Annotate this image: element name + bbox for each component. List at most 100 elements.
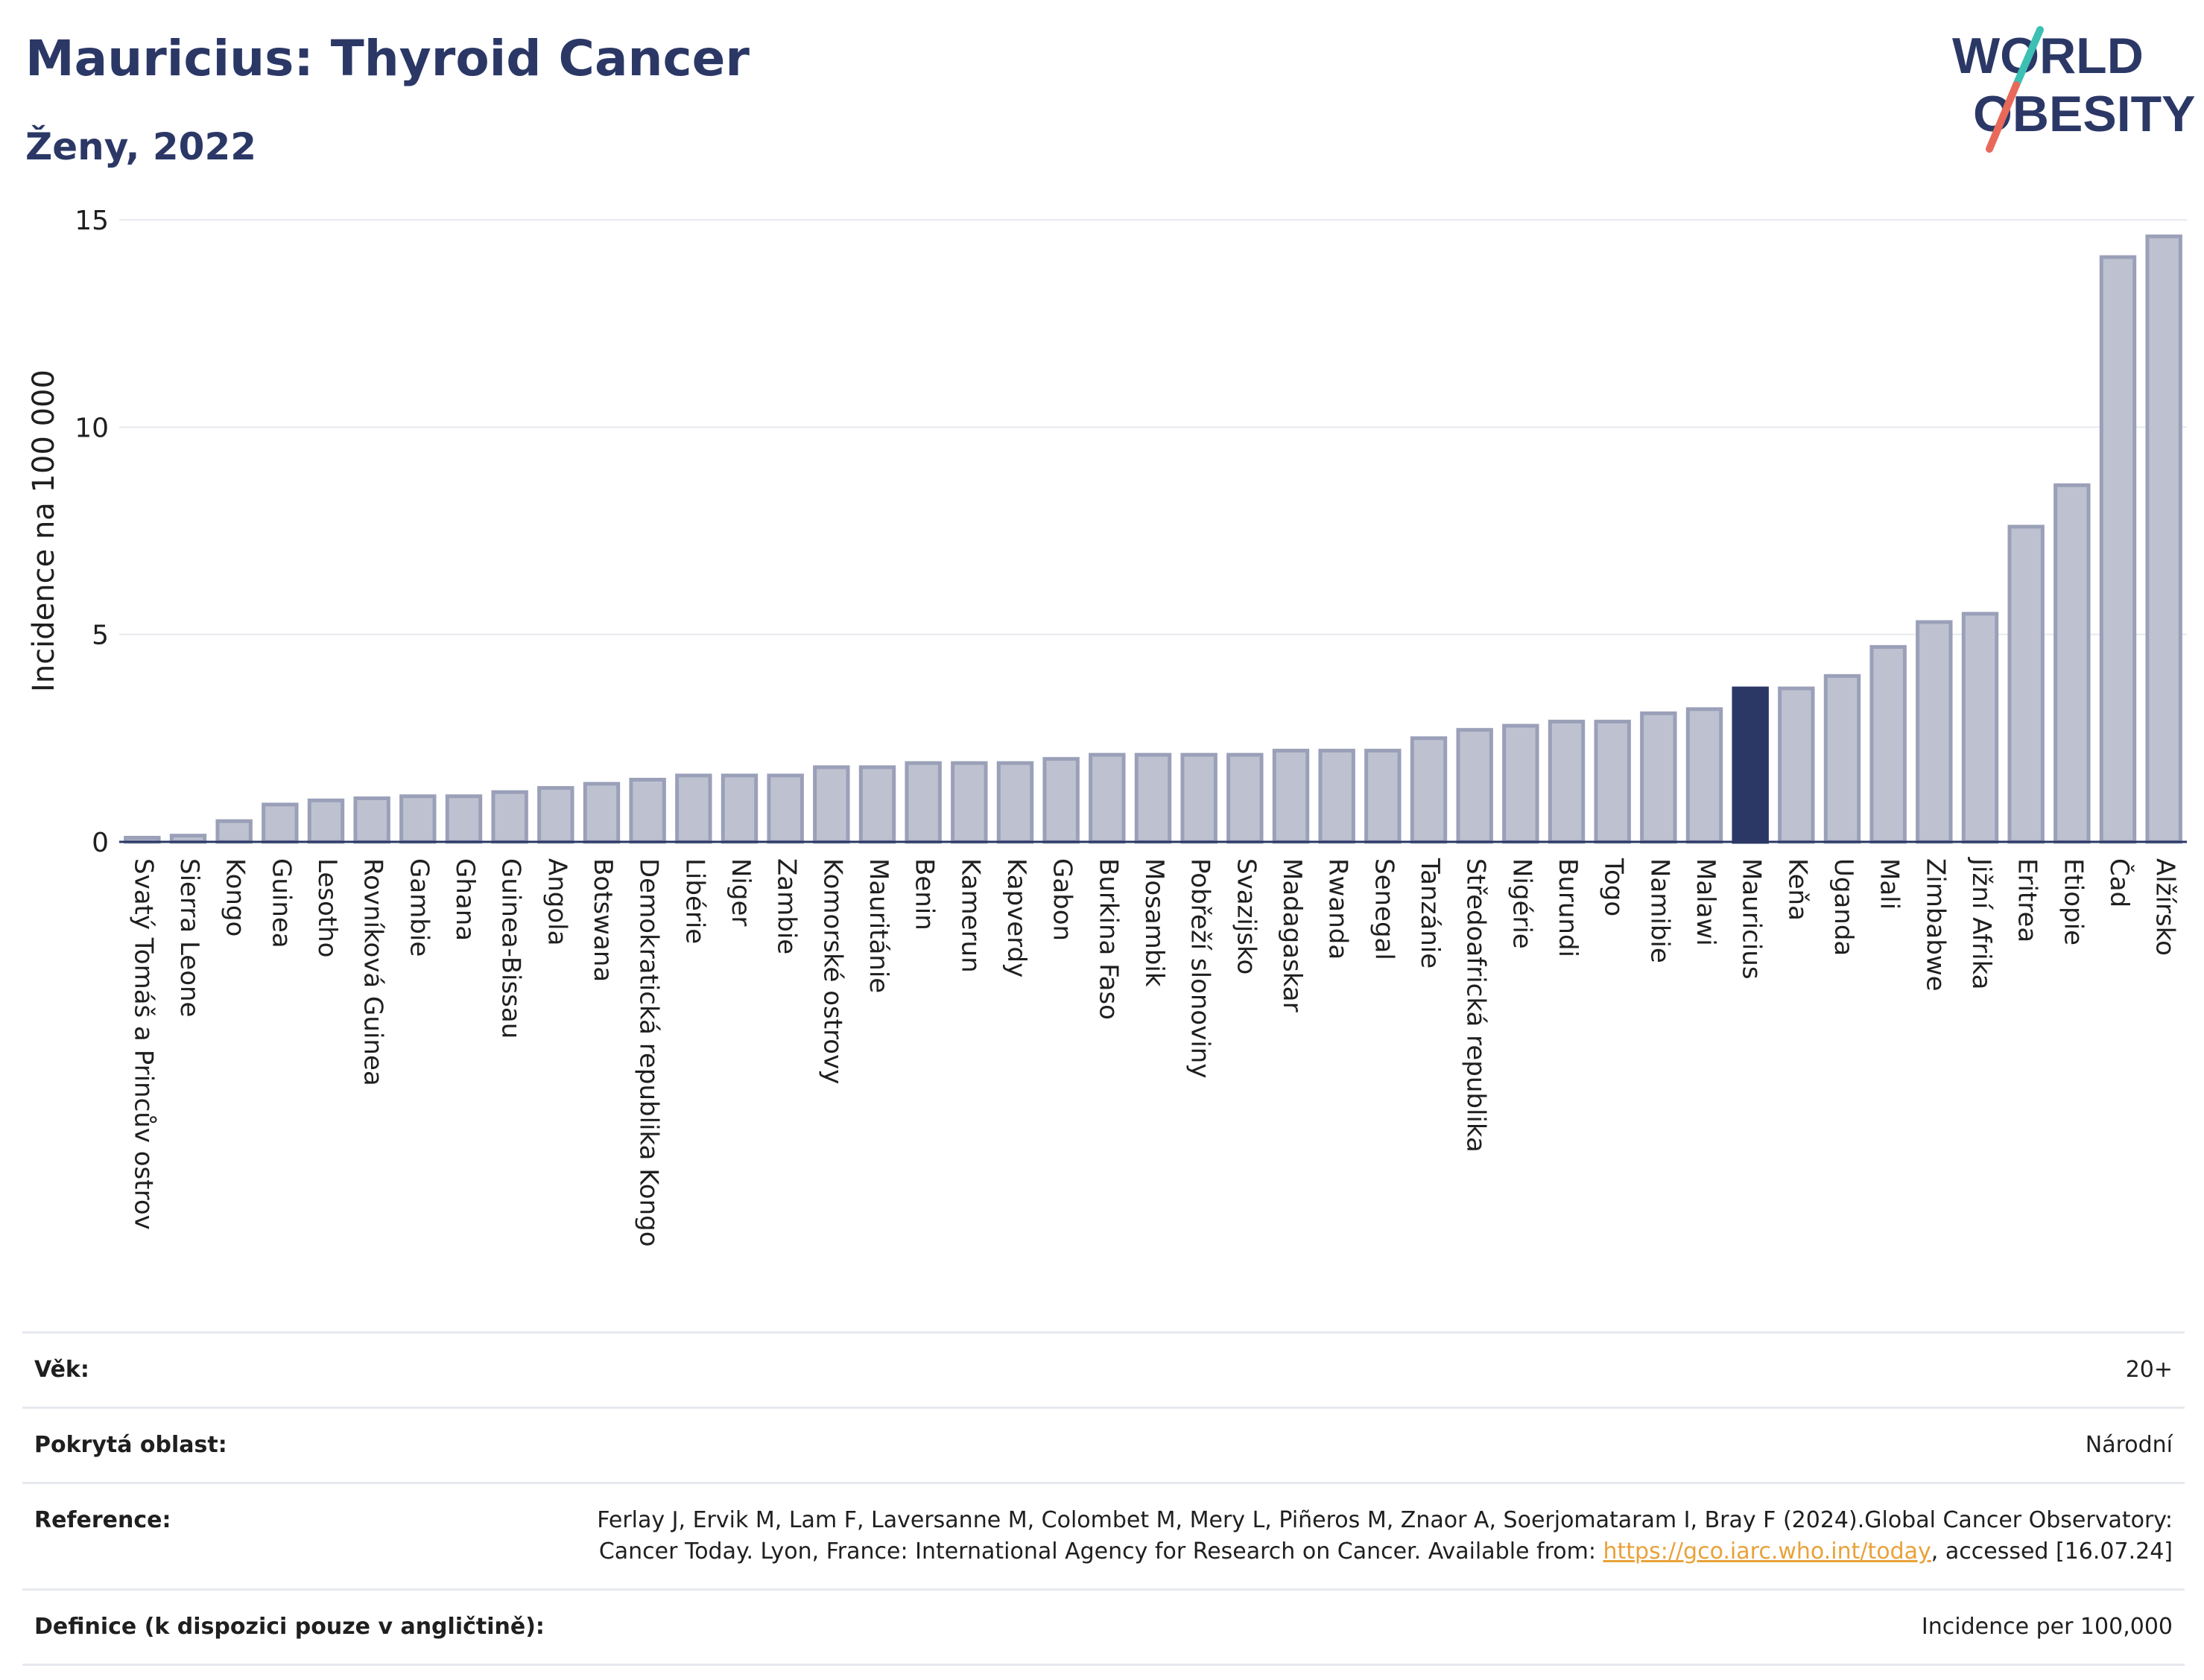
bar (1594, 720, 1631, 844)
x-tick-label: Kamerun (955, 858, 985, 973)
bar (537, 786, 574, 844)
world-obesity-logo: WORLD OBESITY (1952, 26, 2196, 153)
bar (2145, 234, 2182, 844)
x-tick-label: Burundi (1553, 858, 1583, 957)
x-tick-label: Zambie (772, 858, 802, 954)
y-tick-label: 15 (75, 206, 109, 236)
bar (491, 790, 528, 844)
x-tick-label: Mosambik (1139, 858, 1169, 987)
y-tick-label: 0 (92, 828, 109, 858)
x-tick-label: Guinea (266, 858, 296, 948)
info-row-age: Věk: 20+ (22, 1331, 2185, 1407)
bar (262, 802, 299, 844)
x-tick-label: Jižní Afrika (1966, 857, 1996, 990)
bar (307, 798, 345, 844)
x-tick-label: Keňa (1782, 858, 1812, 921)
bar (1823, 673, 1861, 844)
x-tick-label: Mauritánie (864, 858, 893, 993)
x-tick-label: Botswana (588, 858, 618, 982)
bar (1869, 644, 1907, 844)
bar (1548, 720, 1586, 844)
definition-label: Definice (k dispozici pouze v angličtině… (34, 1614, 545, 1640)
x-tick-label: Nigérie (1507, 858, 1536, 949)
reference-text: Ferlay J, Ervik M, Lam F, Laversanne M, … (597, 1507, 2173, 1565)
info-row-reference: Reference: Ferlay J, Ervik M, Lam F, Lav… (22, 1482, 2185, 1588)
x-tick-label: Alžírsko (2150, 858, 2180, 956)
bar (1042, 757, 1080, 844)
reference-label: Reference: (34, 1507, 171, 1533)
bar (721, 773, 759, 844)
bar (1089, 752, 1126, 844)
bar (629, 778, 666, 844)
reference-suffix: , accessed [16.07.24] (1931, 1538, 2173, 1565)
x-tick-label: Senegal (1369, 858, 1399, 960)
chart-title: Mauricius: Thyroid Cancer (25, 30, 750, 87)
bar (399, 794, 437, 844)
logo-slash-red (1986, 81, 2020, 153)
x-tick-label: Guinea-Bissau (496, 858, 526, 1039)
bar (858, 765, 896, 844)
bar (2007, 524, 2045, 844)
x-tick-label: Pobřeží slonoviny (1185, 858, 1215, 1078)
bar (353, 796, 390, 844)
x-tick-label: Tanzánie (1415, 858, 1445, 969)
x-tick-label: Svazijsko (1231, 858, 1261, 974)
coverage-value: Národní (2085, 1432, 2173, 1458)
bar (1640, 711, 1677, 844)
definition-value: Incidence per 100,000 (1921, 1614, 2173, 1640)
x-tick-label: Mali (1875, 858, 1904, 910)
bar (1226, 752, 1264, 844)
y-tick-label: 5 (92, 621, 109, 651)
logo-text-world: WORLD (1952, 28, 2144, 84)
bar (583, 782, 621, 844)
x-tick-label: Uganda (1828, 858, 1858, 956)
bar (1916, 620, 1953, 844)
info-table: Věk: 20+ Pokrytá oblast: Národní Referen… (22, 1331, 2185, 1666)
y-axis-title: Incidence na 100 000 (27, 370, 61, 692)
bar (813, 765, 850, 844)
bar (1180, 752, 1217, 844)
bar (1778, 686, 1815, 844)
x-tick-label: Burkina Faso (1093, 858, 1123, 1020)
x-tick-label: Lesotho (312, 858, 342, 957)
bar (951, 761, 988, 844)
bar (1685, 707, 1723, 844)
bar (1318, 749, 1355, 844)
bar (1364, 749, 1402, 844)
x-tick-label: Ghana (450, 858, 480, 941)
bar (1272, 749, 1310, 844)
reference-value: Ferlay J, Ervik M, Lam F, Laversanne M, … (519, 1505, 2173, 1568)
x-tick-label: Čad (2104, 858, 2135, 907)
x-tick-label: Středoafrická republika (1461, 858, 1491, 1153)
reference-link[interactable]: https://gco.iarc.who.int/today (1603, 1538, 1931, 1565)
bar (767, 773, 804, 844)
bar (2053, 483, 2091, 844)
x-tick-label: Rwanda (1323, 858, 1353, 960)
x-tick-label: Niger (726, 858, 756, 926)
x-tick-label: Komorské ostrovy (817, 858, 847, 1084)
x-tick-label: Gambie (404, 858, 434, 957)
x-tick-label: Demokratická republika Kongo (634, 858, 664, 1247)
logo-slash-teal (2013, 26, 2044, 89)
x-tick-label: Togo (1599, 858, 1629, 916)
x-tick-label: Benin (910, 858, 940, 931)
x-tick-label: Malawi (1691, 858, 1720, 946)
bar-chart: 0 5 10 15 Incidence na 100 000 Svatý Tomáš a … (27, 206, 2187, 1247)
bar (1502, 723, 1539, 844)
bar (1134, 752, 1172, 844)
x-tick-label: Madagaskar (1277, 858, 1307, 1012)
bar (2099, 255, 2137, 844)
bar (996, 761, 1034, 844)
x-tick-label: Rovníková Guinea (358, 858, 388, 1086)
bar (1410, 736, 1448, 844)
bar-highlighted (1732, 686, 1769, 844)
info-row-coverage: Pokrytá oblast: Národní (22, 1407, 2185, 1482)
x-tick-label: Svatý Tomáš a Princův ostrov (128, 858, 158, 1230)
bar (215, 819, 253, 844)
bar (905, 761, 942, 844)
x-tick-label: Eritrea (2013, 858, 2042, 942)
bar (445, 794, 483, 844)
x-tick-label: Libérie (680, 858, 709, 944)
x-tick-label: Namibie (1644, 858, 1674, 963)
age-value: 20+ (2125, 1357, 2173, 1383)
